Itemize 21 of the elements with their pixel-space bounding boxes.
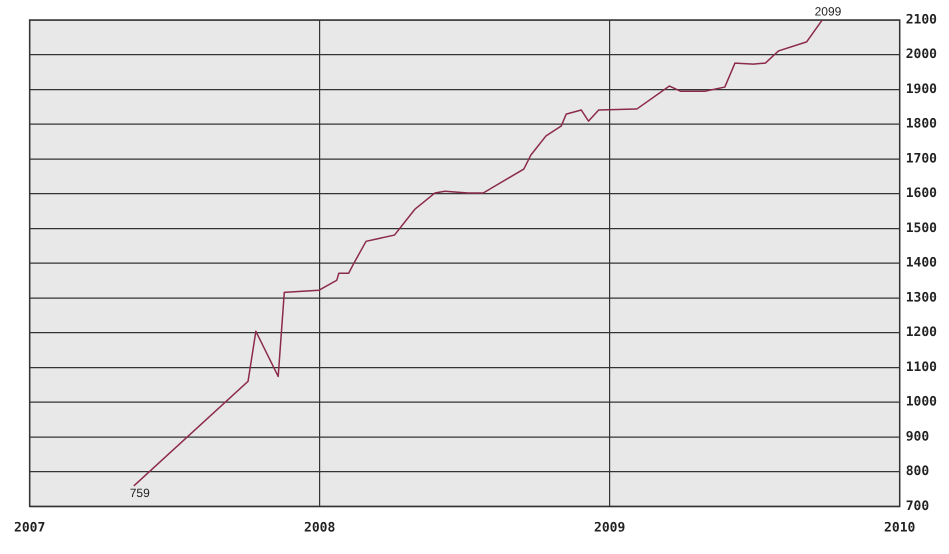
y-tick-label: 1500	[906, 220, 938, 236]
x-tick-label: 2008	[304, 520, 336, 536]
y-tick-label: 2000	[906, 47, 938, 62]
y-tick-label: 800	[906, 464, 930, 480]
y-tick-label: 1900	[906, 82, 938, 97]
y-tick-label: 1400	[906, 256, 938, 271]
y-tick-label: 1800	[906, 116, 938, 132]
y-tick-label: 1700	[906, 151, 938, 166]
x-tick-label: 2009	[594, 520, 626, 536]
y-tick-label: 1200	[906, 325, 938, 340]
y-tick-label: 1000	[906, 394, 938, 410]
annotation: 2099	[814, 4, 842, 19]
y-tick-label: 2100	[906, 12, 938, 28]
y-tick-label: 700	[906, 498, 930, 514]
y-tick-label: 1100	[906, 360, 938, 375]
annotation: 759	[130, 486, 150, 500]
y-tick-label: 900	[906, 429, 930, 444]
x-tick-label: 2007	[14, 520, 46, 536]
y-tick-label: 1600	[906, 186, 938, 202]
x-tick-label: 2010	[884, 520, 916, 536]
y-tick-label: 1300	[906, 290, 938, 306]
